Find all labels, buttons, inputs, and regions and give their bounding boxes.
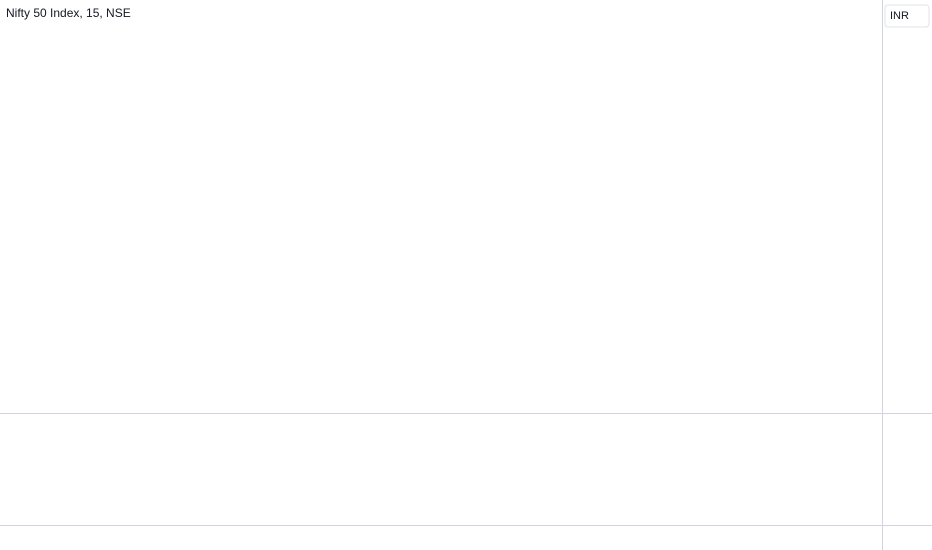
chart-title: Nifty 50 Index, 15, NSE bbox=[6, 6, 131, 20]
currency[interactable]: INR bbox=[890, 10, 909, 22]
currency-box[interactable] bbox=[884, 4, 930, 28]
